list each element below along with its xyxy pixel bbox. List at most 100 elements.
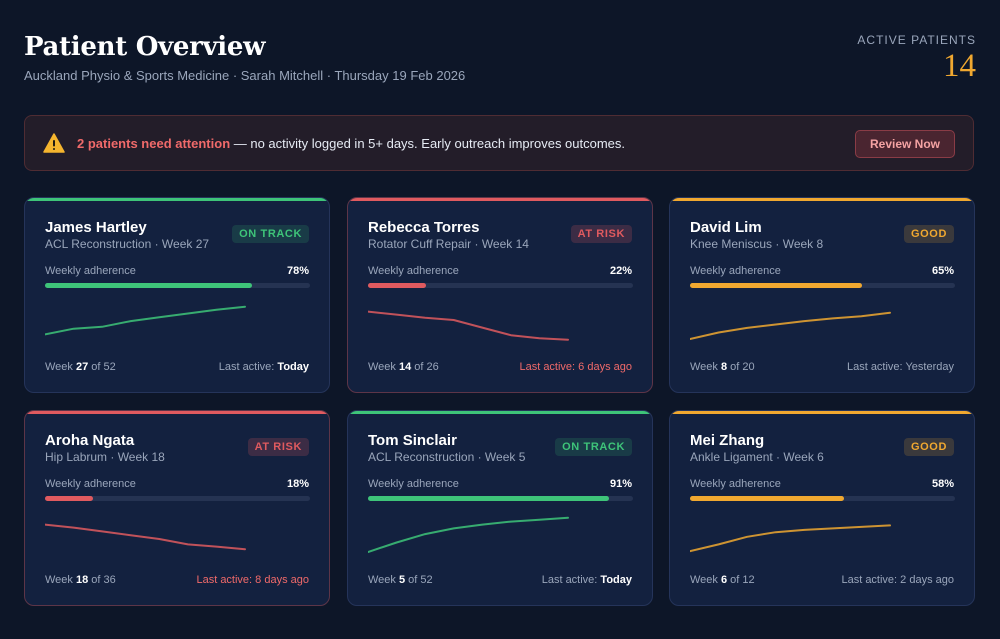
current-week: 18 [75, 574, 89, 586]
adherence-progress-track [368, 283, 633, 288]
total-weeks: 26 [426, 361, 439, 373]
last-active-value: 8 days ago [255, 574, 309, 586]
adherence-progress-track [45, 283, 310, 288]
adherence-progress-fill [368, 496, 610, 501]
status-accent-bar [348, 198, 652, 201]
adherence-value: 22% [609, 265, 632, 277]
total-weeks: 52 [103, 361, 116, 373]
status-accent-bar [25, 198, 329, 201]
week-word: Week [368, 361, 396, 373]
adherence-progress-track [368, 496, 633, 501]
last-active: Last active: 2 days ago [841, 574, 954, 586]
adherence-trend-sparkline [368, 516, 569, 553]
status-badge: AT RISK [247, 438, 309, 456]
sparkline-path [45, 305, 246, 336]
adherence-value: 65% [931, 265, 954, 277]
patient-name: Tom Sinclair [368, 432, 457, 449]
patient-name: Mei Zhang [690, 432, 765, 449]
adherence-label: Weekly adherence [45, 478, 136, 490]
adherence-trend-sparkline [45, 305, 246, 336]
review-now-button[interactable]: Review Now [855, 130, 955, 158]
status-accent-bar [670, 198, 974, 201]
current-week: 5 [398, 574, 406, 586]
program-week: Week 6 of 12 [690, 574, 755, 586]
last-active-label: Last active: [519, 361, 579, 373]
adherence-progress-fill [690, 283, 863, 288]
sparkline-path [690, 311, 891, 340]
last-active-value: Yesterday [905, 361, 954, 373]
patient-card[interactable]: David Lim Knee Meniscus · Week 8 GOOD Weekl… [669, 197, 975, 393]
total-weeks: 52 [420, 574, 433, 586]
status-badge: GOOD [903, 438, 954, 456]
adherence-trend-sparkline [45, 523, 246, 551]
week-word: Week [690, 574, 718, 586]
adherence-progress-track [690, 496, 955, 501]
patient-card[interactable]: Rebecca Torres Rotator Cuff Repair · Week… [347, 197, 653, 393]
adherence-label: Weekly adherence [45, 265, 136, 277]
patient-name: Rebecca Torres [368, 219, 480, 236]
status-badge: ON TRACK [232, 225, 309, 243]
patient-card[interactable]: Aroha Ngata Hip Labrum · Week 18 AT RISK We… [24, 410, 330, 606]
warning-icon [43, 133, 65, 153]
patient-condition: ACL Reconstruction · Week 27 [45, 237, 210, 251]
week-word: Week [690, 361, 718, 373]
adherence-progress-fill [690, 496, 844, 501]
current-week: 14 [398, 361, 412, 373]
total-weeks: 12 [742, 574, 755, 586]
last-active-value: 6 days ago [578, 361, 632, 373]
program-week: Week 18 of 36 [45, 574, 116, 586]
status-badge: GOOD [903, 225, 954, 243]
adherence-progress-fill [45, 283, 252, 288]
alert-message: 2 patients need attention — no activity … [77, 136, 625, 151]
page-subtitle: Auckland Physio & Sports Medicine · Sara… [24, 68, 466, 83]
last-active-label: Last active: [218, 361, 278, 373]
last-active-label: Last active: [541, 574, 601, 586]
adherence-progress-fill [368, 283, 427, 288]
last-active-label: Last active: [196, 574, 256, 586]
patient-card[interactable]: James Hartley ACL Reconstruction · Week 2… [24, 197, 330, 393]
sparkline-path [368, 516, 569, 553]
alert-highlight: 2 patients need attention [77, 136, 231, 151]
adherence-label: Weekly adherence [690, 265, 781, 277]
patient-condition: Knee Meniscus · Week 8 [690, 237, 824, 251]
sparkline-path [368, 310, 569, 341]
attention-alert: 2 patients need attention — no activity … [24, 115, 974, 171]
current-week: 8 [720, 361, 728, 373]
of-word: of [414, 361, 424, 373]
sparkline-path [690, 524, 891, 553]
patient-card[interactable]: Mei Zhang Ankle Ligament · Week 6 GOOD Week… [669, 410, 975, 606]
adherence-trend-sparkline [690, 524, 891, 553]
last-active: Last active: Yesterday [847, 361, 954, 373]
active-patients-label: ACTIVE PATIENTS [857, 33, 976, 47]
patient-condition: Ankle Ligament · Week 6 [690, 450, 824, 464]
adherence-progress-track [690, 283, 955, 288]
active-patients-stat: ACTIVE PATIENTS 14 [857, 33, 976, 83]
adherence-trend-sparkline [690, 311, 891, 340]
of-word: of [408, 574, 418, 586]
patient-name: David Lim [690, 219, 762, 236]
status-accent-bar [670, 411, 974, 414]
last-active: Last active: 6 days ago [519, 361, 632, 373]
status-accent-bar [25, 411, 329, 414]
of-word: of [730, 361, 740, 373]
of-word: of [91, 574, 101, 586]
week-word: Week [45, 574, 73, 586]
program-week: Week 27 of 52 [45, 361, 116, 373]
adherence-label: Weekly adherence [368, 478, 459, 490]
patient-card[interactable]: Tom Sinclair ACL Reconstruction · Week 5 O… [347, 410, 653, 606]
last-active-label: Last active: [846, 361, 906, 373]
page-header: Patient Overview Auckland Physio & Sport… [24, 30, 976, 90]
last-active-label: Last active: [841, 574, 901, 586]
active-patients-count: 14 [943, 48, 976, 84]
last-active-value: 2 days ago [900, 574, 954, 586]
last-active-value: Today [600, 574, 632, 586]
status-badge: ON TRACK [555, 438, 632, 456]
adherence-label: Weekly adherence [690, 478, 781, 490]
patient-name: James Hartley [45, 219, 147, 236]
adherence-progress-fill [45, 496, 93, 501]
adherence-label: Weekly adherence [368, 265, 459, 277]
of-word: of [91, 361, 101, 373]
current-week: 27 [75, 361, 89, 373]
adherence-trend-sparkline [368, 310, 569, 341]
program-week: Week 14 of 26 [368, 361, 439, 373]
